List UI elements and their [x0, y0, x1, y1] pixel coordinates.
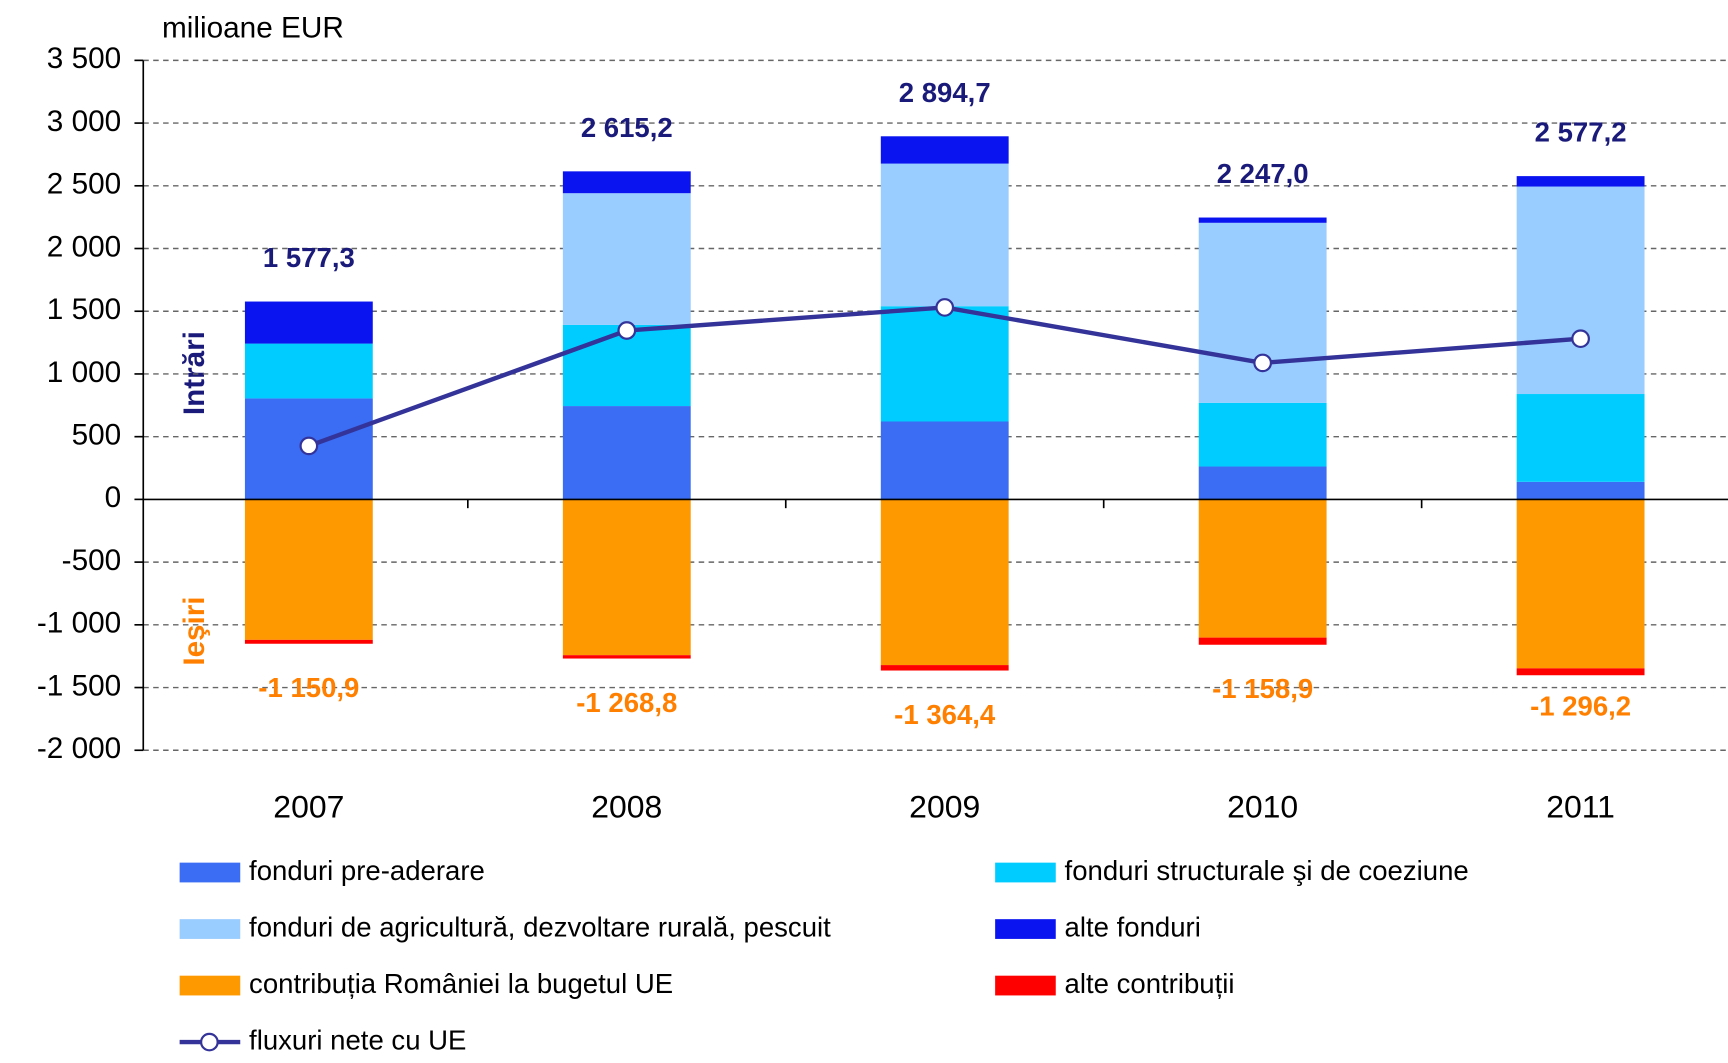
y-tick-label: 3 500 [47, 42, 121, 75]
legend-label: fonduri de agricultură, dezvoltare rural… [249, 911, 831, 942]
bar-segment [1198, 637, 1327, 645]
x-tick-label: 2007 [273, 788, 344, 824]
bar-segment [1198, 217, 1327, 223]
bar-segment [1198, 499, 1327, 638]
total-label: -1 150,9 [258, 672, 359, 703]
bar-segment [880, 499, 1009, 666]
total-label: -1 364,4 [894, 699, 996, 730]
y-tick-label: 0 [105, 481, 122, 514]
x-tick-label: 2010 [1227, 788, 1298, 824]
y-tick-label: -500 [62, 544, 122, 577]
bar-segment [880, 306, 1009, 422]
total-label: -1 158,9 [1212, 673, 1313, 704]
positive-label: Intrări [178, 331, 211, 415]
total-label: -1 268,8 [576, 687, 677, 718]
net-marker [617, 321, 637, 340]
net-marker [935, 298, 955, 317]
bar-segment [880, 421, 1009, 500]
legend-swatch [200, 1032, 219, 1052]
legend-label: fluxuri nete cu UE [249, 1024, 466, 1055]
bar-segment [562, 655, 691, 659]
legend-label: contribuția României la bugetul UE [249, 968, 673, 999]
bar-segment [880, 665, 1009, 671]
x-tick-label: 2009 [909, 788, 980, 824]
total-label: 2 577,2 [1535, 117, 1627, 148]
legend-label: fonduri pre-aderare [249, 855, 485, 886]
bar-segment [244, 639, 373, 644]
legend-swatch [179, 919, 241, 939]
y-axis-label: milioane EUR [162, 12, 344, 45]
legend-swatch [995, 919, 1056, 939]
bar-segment [562, 499, 691, 656]
bar-segment [244, 301, 373, 344]
total-label: 2 247,0 [1217, 158, 1309, 189]
bar-segment [244, 343, 373, 399]
bar-segment [1516, 481, 1645, 500]
legend-label: fonduri structurale şi de coeziune [1065, 855, 1469, 886]
y-tick-label: 2 000 [47, 230, 121, 263]
legend-label: alte fonduri [1065, 911, 1201, 942]
bar-segment [1198, 222, 1327, 403]
bar-segment [562, 193, 691, 325]
legend-swatch [179, 862, 241, 883]
total-label: 2 615,2 [581, 112, 673, 143]
bar-segment [880, 136, 1009, 164]
net-marker [1253, 353, 1273, 373]
x-tick-label: 2008 [591, 788, 662, 824]
bar-segment [562, 406, 691, 500]
y-tick-label: 1 500 [47, 293, 121, 326]
y-tick-label: -2 000 [37, 732, 121, 765]
bar-segment [1198, 402, 1327, 467]
bar-segment [1516, 668, 1645, 676]
negative-label: Ieşiri [178, 596, 211, 665]
y-tick-label: 500 [72, 419, 122, 452]
y-tick-label: 1 000 [47, 356, 121, 389]
bar-segment [244, 499, 373, 640]
total-label: 2 894,7 [899, 77, 991, 108]
total-label: 1 577,3 [263, 242, 355, 273]
bar-segment [1516, 176, 1645, 187]
net-marker [299, 436, 319, 456]
legend-swatch [995, 862, 1056, 883]
legend-swatch [995, 975, 1056, 996]
net-marker [1571, 329, 1590, 349]
bar-segment [1516, 394, 1645, 482]
total-label: -1 296,2 [1530, 690, 1631, 721]
x-tick-label: 2011 [1546, 788, 1615, 824]
legend-swatch [179, 975, 241, 996]
y-tick-label: -1 000 [37, 607, 121, 640]
bar-segment [562, 171, 691, 194]
legend-label: alte contribuții [1065, 968, 1235, 999]
bar-segment [1516, 186, 1645, 395]
bar-segment [1516, 499, 1645, 669]
y-tick-label: 3 000 [47, 105, 121, 138]
y-tick-label: 2 500 [47, 168, 121, 201]
bar-segment [1198, 466, 1327, 500]
bar-segment [880, 163, 1009, 307]
y-tick-label: -1 500 [37, 669, 121, 702]
